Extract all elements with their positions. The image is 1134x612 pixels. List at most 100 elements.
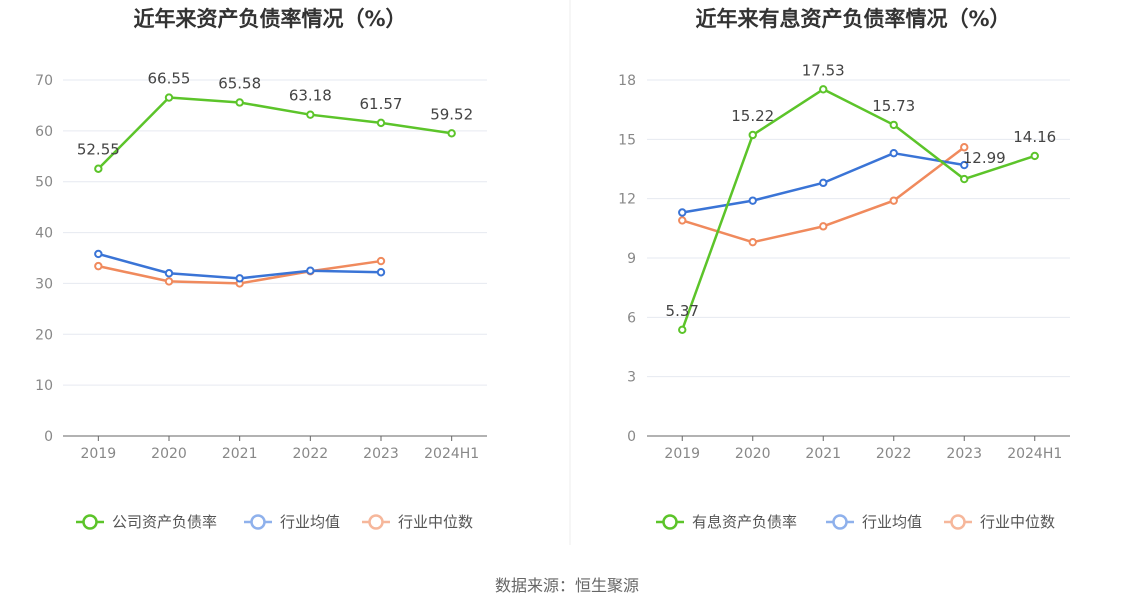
- legend-swatch-marker: [250, 514, 266, 530]
- data-point: [960, 143, 969, 152]
- legend-label: 行业均值: [280, 513, 340, 531]
- data-label: 15.22: [731, 107, 774, 125]
- data-point: [889, 120, 898, 130]
- data-label: 63.18: [289, 87, 332, 105]
- legend-item[interactable]: 行业中位数: [362, 513, 473, 531]
- legend-swatch-marker: [832, 514, 848, 530]
- series-1: [678, 85, 1039, 334]
- data-label: 17.53: [802, 61, 845, 79]
- y-tick-label: 50: [35, 175, 53, 191]
- data-point: [94, 261, 103, 271]
- y-tick-label: 15: [618, 132, 636, 148]
- y-tick-label: 0: [627, 429, 636, 445]
- legend-label: 有息资产负债率: [692, 513, 797, 531]
- legend-label: 行业中位数: [980, 513, 1055, 531]
- legend-item[interactable]: 行业均值: [826, 513, 922, 531]
- chart-title: 近年来资产负债率情况（%）: [133, 7, 406, 31]
- data-point: [164, 269, 174, 278]
- x-tick-label: 2023: [946, 446, 982, 462]
- data-point: [235, 98, 244, 107]
- data-point: [819, 85, 828, 94]
- x-tick-label: 2019: [81, 446, 117, 462]
- y-tick-label: 18: [618, 73, 636, 89]
- x-tick-label: 2024H1: [1007, 446, 1062, 462]
- chart-2: 近年来有息资产负债率情况（%） 0 3 6 9 12 15 18 2019 2020 2021 202…: [618, 7, 1070, 531]
- data-point: [960, 160, 969, 170]
- y-tick-label: 30: [35, 276, 53, 292]
- data-source: 数据来源：恒生聚源: [495, 576, 639, 595]
- y-tick-label: 20: [35, 327, 53, 343]
- y-tick-label: 40: [35, 226, 53, 242]
- series-3: [678, 143, 969, 247]
- legend-label: 公司资产负债率: [112, 513, 217, 531]
- legend-item[interactable]: 行业中位数: [944, 513, 1055, 531]
- data-label: 59.52: [430, 105, 473, 123]
- data-label: 15.73: [872, 97, 915, 115]
- data-point: [94, 164, 103, 173]
- data-point: [678, 325, 687, 334]
- y-tick-label: 0: [44, 429, 53, 445]
- data-point: [960, 174, 969, 184]
- data-point: [447, 129, 456, 138]
- data-label: 52.55: [77, 141, 120, 159]
- data-point: [889, 148, 898, 158]
- data-point: [306, 266, 315, 275]
- data-point: [376, 268, 386, 277]
- data-point: [678, 216, 687, 225]
- data-point: [819, 178, 828, 188]
- y-tick-label: 12: [618, 192, 636, 208]
- legend-item[interactable]: 行业均值: [244, 513, 340, 531]
- legend-swatch-marker: [662, 514, 678, 530]
- x-tick-label: 2022: [876, 446, 912, 462]
- series-1: [94, 93, 456, 173]
- chart-title: 近年来有息资产负债率情况（%）: [695, 7, 1010, 31]
- legend-swatch-marker: [950, 514, 966, 530]
- data-point: [164, 93, 174, 102]
- series-line: [97, 96, 452, 170]
- series-line: [681, 88, 1036, 331]
- data-point: [748, 196, 757, 205]
- legend-swatch-marker: [82, 514, 98, 530]
- data-label: 14.16: [1013, 128, 1056, 146]
- data-point: [306, 110, 315, 119]
- x-tick-label: 2020: [735, 446, 771, 462]
- y-tick-label: 6: [627, 310, 636, 326]
- x-tick-label: 2021: [805, 446, 841, 462]
- y-tick-label: 60: [35, 124, 53, 140]
- series-2: [94, 249, 386, 283]
- data-point: [376, 256, 386, 266]
- y-tick-label: 3: [627, 370, 636, 386]
- legend-label: 行业均值: [862, 513, 922, 531]
- x-tick-label: 2024H1: [424, 446, 479, 462]
- x-tick-label: 2019: [664, 446, 700, 462]
- x-tick-label: 2022: [293, 446, 329, 462]
- y-tick-label: 10: [35, 378, 53, 394]
- data-label: 5.37: [666, 302, 699, 320]
- data-label: 66.55: [148, 70, 191, 88]
- data-point: [94, 249, 103, 259]
- y-tick-label: 70: [35, 73, 53, 89]
- legend-item[interactable]: 有息资产负债率: [656, 513, 797, 531]
- x-tick-label: 2021: [222, 446, 258, 462]
- data-point: [235, 274, 244, 283]
- data-point: [678, 208, 687, 217]
- data-point: [819, 222, 828, 231]
- data-point: [889, 196, 898, 205]
- data-label: 61.57: [360, 95, 403, 113]
- data-point: [164, 277, 174, 286]
- x-tick-label: 2023: [363, 446, 399, 462]
- y-tick-label: 9: [627, 251, 636, 267]
- data-point: [748, 130, 757, 140]
- legend-label: 行业中位数: [398, 513, 473, 531]
- legend-item[interactable]: 公司资产负债率: [76, 513, 217, 531]
- chart-1: 近年来资产负债率情况（%） 0 10 20 30 40 50 60 70 2019 2020 2021…: [35, 7, 487, 531]
- legend-swatch-marker: [368, 514, 384, 530]
- data-point: [376, 118, 386, 128]
- series-2: [678, 148, 969, 217]
- data-point: [748, 237, 757, 247]
- data-label: 65.58: [218, 74, 261, 92]
- data-point: [1030, 151, 1039, 161]
- x-tick-label: 2020: [151, 446, 187, 462]
